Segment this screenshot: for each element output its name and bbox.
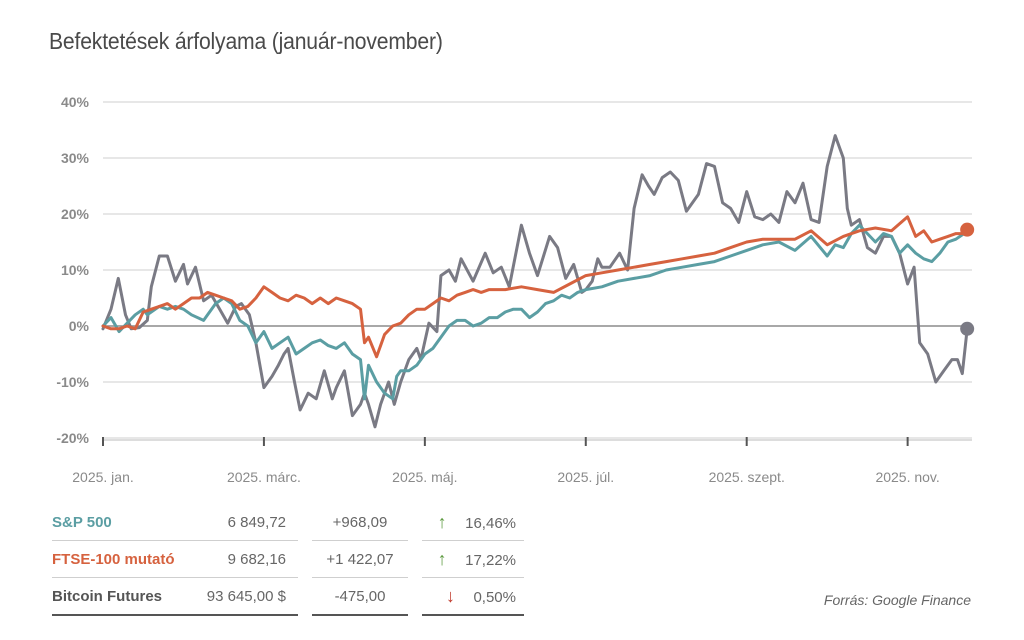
asset-percent: 0,50%	[473, 588, 516, 606]
grid	[103, 101, 972, 439]
arrow-up-icon: ↑	[437, 548, 447, 569]
asset-change: +1 422,07	[305, 540, 415, 578]
summary-row: FTSE-100 mutató 9 682,16 +1 422,07 ↑ 17,22%	[52, 540, 524, 578]
y-tick-label: 20%	[61, 206, 90, 222]
asset-percent-cell: ↓ 0,50%	[408, 577, 524, 616]
source-note: Forrás: Google Finance	[823, 592, 971, 608]
x-axis: 2025. jan. 2025. márc. 2025. máj. 2025. júl…	[72, 437, 972, 485]
series-line-s-p-500	[101, 223, 969, 401]
asset-percent-cell: ↑ 17,22%	[408, 540, 524, 578]
series-line-bitcoin-futures	[101, 134, 969, 429]
end-markers	[960, 222, 975, 336]
x-tick-label: 2025. jan.	[72, 469, 134, 485]
asset-value: 6 849,72	[190, 504, 312, 541]
asset-percent-cell: ↑ 16,46%	[408, 504, 524, 541]
asset-name: Bitcoin Futures	[52, 577, 190, 616]
x-tick-label: 2025. szept.	[709, 469, 785, 485]
y-tick-label: 40%	[61, 94, 90, 110]
y-tick-label: 30%	[61, 150, 90, 166]
asset-value: 9 682,16	[190, 540, 312, 578]
end-marker-ftse-100-mutat	[960, 222, 975, 237]
summary-table: S&P 500 6 849,72 +968,09 ↑ 16,46% FTSE-100 mu…	[52, 504, 524, 616]
x-tick-label: 2025. márc.	[227, 469, 301, 485]
asset-change: +968,09	[305, 504, 415, 541]
x-tick-label: 2025. máj.	[392, 469, 457, 485]
asset-percent: 16,46%	[465, 514, 516, 532]
x-tick-label: 2025. júl.	[557, 469, 614, 485]
y-tick-label: 0%	[69, 318, 90, 334]
chart-title: Befektetések árfolyama (január-november)	[49, 28, 443, 54]
summary-row: Bitcoin Futures 93 645,00 $ -475,00 ↓ 0,50%	[52, 577, 524, 616]
arrow-down-icon: ↓	[445, 585, 455, 606]
series-lines	[101, 134, 969, 429]
asset-value: 93 645,00 $	[190, 577, 312, 616]
y-axis: 40% 30% 20% 10% 0% -10% -20%	[56, 94, 89, 446]
asset-change: -475,00	[305, 577, 415, 616]
asset-name: FTSE-100 mutató	[52, 540, 190, 578]
end-marker-bitcoin-futures	[960, 321, 975, 336]
x-tick-label: 2025. nov.	[875, 469, 939, 485]
y-tick-label: 10%	[61, 262, 90, 278]
summary-row: S&P 500 6 849,72 +968,09 ↑ 16,46%	[52, 504, 524, 541]
series-line-ftse-100-mutat	[101, 215, 969, 359]
asset-percent: 17,22%	[465, 551, 516, 569]
line-chart: 40% 30% 20% 10% 0% -10% -20% 2025. jan. 2025. m…	[56, 94, 975, 485]
arrow-up-icon: ↑	[437, 511, 447, 532]
y-tick-label: -10%	[56, 374, 89, 390]
asset-name: S&P 500	[52, 504, 190, 541]
y-tick-label: -20%	[56, 430, 89, 446]
